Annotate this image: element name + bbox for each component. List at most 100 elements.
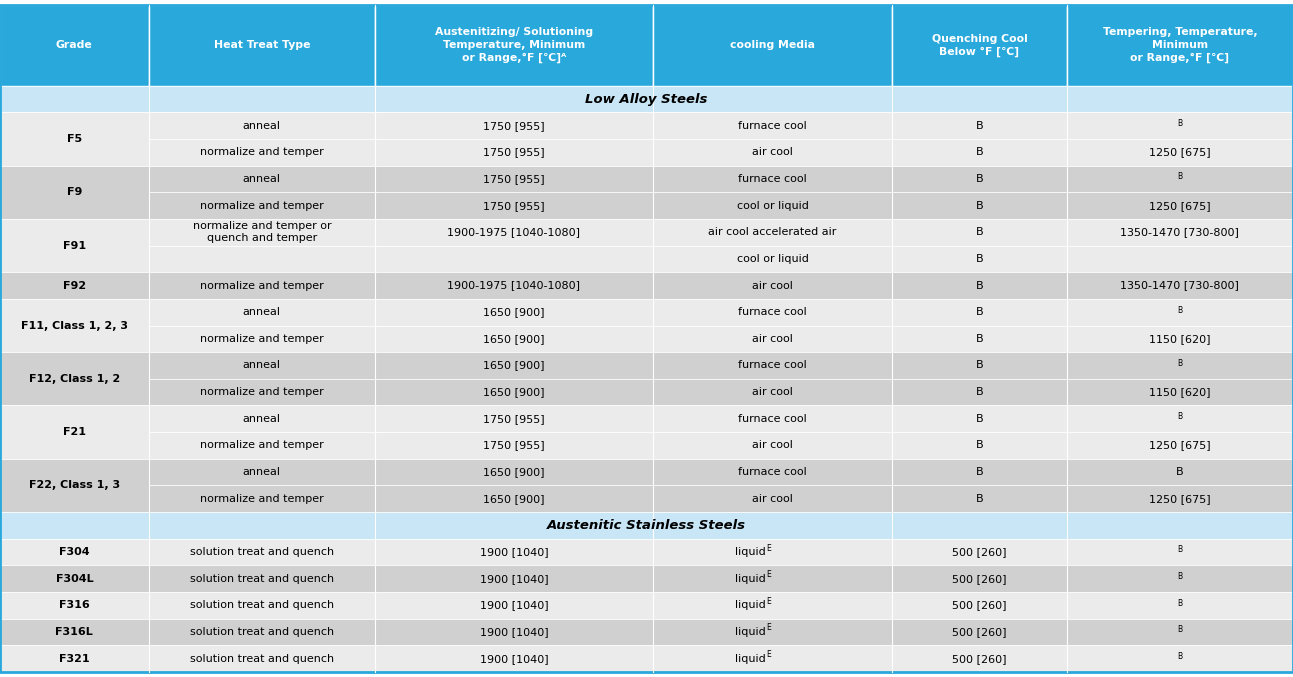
Text: F5: F5	[67, 134, 81, 144]
Bar	[892, 565, 1067, 592]
Text: anneal: anneal	[243, 414, 281, 424]
Text: air cool: air cool	[753, 148, 793, 157]
Bar	[653, 645, 892, 672]
Bar	[653, 272, 892, 299]
Text: 1750 [955]: 1750 [955]	[484, 148, 544, 157]
Text: F11, Class 1, 2, 3: F11, Class 1, 2, 3	[21, 320, 128, 330]
Bar	[375, 645, 653, 672]
Bar	[149, 326, 375, 352]
Bar	[892, 406, 1067, 432]
Bar	[375, 619, 653, 645]
Bar	[149, 432, 375, 459]
Text: B: B	[976, 414, 983, 424]
Bar	[375, 459, 653, 485]
Bar	[375, 86, 653, 112]
Text: 1350-1470 [730-800]: 1350-1470 [730-800]	[1121, 280, 1239, 290]
Bar	[892, 592, 1067, 619]
Bar	[892, 5, 1067, 86]
Bar	[149, 219, 375, 246]
Bar	[653, 139, 892, 166]
Bar	[375, 512, 653, 539]
Text: B: B	[976, 121, 983, 131]
Text: furnace cool: furnace cool	[738, 360, 807, 370]
Text: F22, Class 1, 3: F22, Class 1, 3	[28, 481, 120, 490]
Bar	[149, 406, 375, 432]
Bar	[1067, 5, 1293, 86]
Bar	[1067, 565, 1293, 592]
Text: F304L: F304L	[56, 573, 93, 584]
Bar	[375, 5, 653, 86]
Text: air cool: air cool	[753, 334, 793, 344]
Text: B: B	[1178, 652, 1182, 661]
Bar	[892, 219, 1067, 246]
Text: B: B	[1178, 359, 1182, 368]
Bar	[375, 592, 653, 619]
Bar	[375, 379, 653, 406]
Text: 1900 [1040]: 1900 [1040]	[480, 573, 548, 584]
Bar	[375, 112, 653, 139]
Bar	[653, 326, 892, 352]
Text: Quenching Cool
Below °F [℃]: Quenching Cool Below °F [℃]	[931, 34, 1028, 57]
Text: Austenitic Stainless Steels: Austenitic Stainless Steels	[547, 519, 746, 532]
Text: 1650 [900]: 1650 [900]	[484, 334, 544, 344]
Bar	[892, 512, 1067, 539]
Text: 500 [260]: 500 [260]	[952, 547, 1007, 557]
Bar	[1067, 379, 1293, 406]
Bar	[149, 112, 375, 139]
Text: E: E	[767, 570, 771, 579]
Bar	[149, 5, 375, 86]
Bar	[149, 459, 375, 485]
Text: normalize and temper or
quench and temper: normalize and temper or quench and tempe…	[193, 221, 331, 244]
Text: furnace cool: furnace cool	[738, 467, 807, 477]
Bar	[375, 539, 653, 565]
Text: liquid: liquid	[736, 573, 767, 584]
Text: B: B	[976, 467, 983, 477]
Bar	[653, 565, 892, 592]
Bar	[653, 246, 892, 272]
Text: 1900 [1040]: 1900 [1040]	[480, 653, 548, 663]
Bar	[0, 86, 149, 112]
Bar	[0, 406, 149, 459]
Text: solution treat and quench: solution treat and quench	[190, 600, 334, 610]
Text: solution treat and quench: solution treat and quench	[190, 627, 334, 637]
Text: B: B	[976, 148, 983, 157]
Bar	[1067, 459, 1293, 485]
Bar	[149, 86, 375, 112]
Text: air cool: air cool	[753, 387, 793, 397]
Bar	[892, 379, 1067, 406]
Text: anneal: anneal	[243, 174, 281, 184]
Bar	[149, 512, 375, 539]
Text: F92: F92	[63, 280, 85, 290]
Bar	[892, 539, 1067, 565]
Bar	[375, 139, 653, 166]
Bar	[653, 5, 892, 86]
Bar	[892, 619, 1067, 645]
Bar	[653, 352, 892, 379]
Bar	[653, 112, 892, 139]
Bar	[1067, 406, 1293, 432]
Bar	[375, 166, 653, 192]
Bar	[1067, 432, 1293, 459]
Text: Tempering, Temperature,
Minimum
or Range,°F [℃]: Tempering, Temperature, Minimum or Range…	[1103, 27, 1257, 64]
Bar	[149, 139, 375, 166]
Bar	[149, 192, 375, 219]
Text: 1650 [900]: 1650 [900]	[484, 360, 544, 370]
Bar	[375, 219, 653, 246]
Text: 1250 [675]: 1250 [675]	[1149, 441, 1210, 450]
Text: 1750 [955]: 1750 [955]	[484, 414, 544, 424]
Bar	[149, 565, 375, 592]
Bar	[1067, 139, 1293, 166]
Bar	[892, 459, 1067, 485]
Text: anneal: anneal	[243, 360, 281, 370]
Text: B: B	[976, 227, 983, 237]
Text: anneal: anneal	[243, 307, 281, 318]
Text: normalize and temper: normalize and temper	[200, 148, 323, 157]
Bar	[0, 219, 149, 272]
Text: liquid: liquid	[736, 653, 767, 663]
Bar	[0, 112, 149, 166]
Text: 1900 [1040]: 1900 [1040]	[480, 627, 548, 637]
Bar	[1067, 272, 1293, 299]
Bar	[1067, 299, 1293, 326]
Bar	[375, 565, 653, 592]
Text: B: B	[1178, 173, 1182, 181]
